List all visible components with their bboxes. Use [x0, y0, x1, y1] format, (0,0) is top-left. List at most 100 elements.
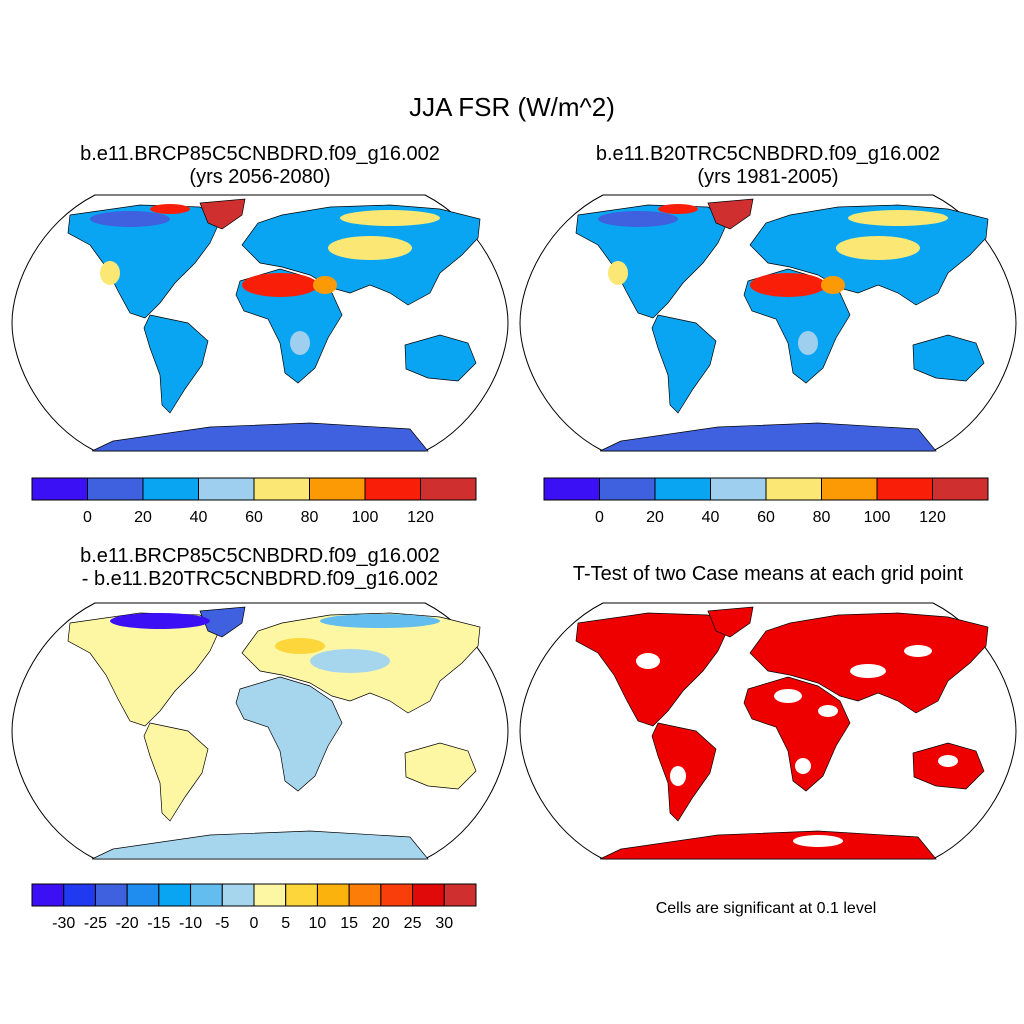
colorbar-difference-swatch	[253, 883, 287, 907]
map-future-arctic-islands	[150, 204, 190, 214]
colorbar-difference-swatch	[380, 883, 414, 907]
map-diff-greenland	[199, 606, 246, 638]
colorbar-difference-tick-label: 25	[404, 915, 422, 932]
map-diff-siberia	[320, 614, 440, 628]
colorbar-difference-swatch	[443, 883, 477, 907]
colorbar-historical-swatch	[599, 477, 656, 501]
map-ttest-africa	[743, 676, 851, 792]
map-future-sahara	[242, 273, 318, 297]
colorbar-difference-swatch	[221, 883, 255, 907]
colorbar-future-swatch	[420, 477, 477, 501]
map-ttest-insignificant-area	[818, 705, 838, 717]
map-diff-samerica	[143, 722, 209, 822]
colorbar-historical-swatch	[765, 477, 822, 501]
map-hist-samerica	[651, 314, 717, 414]
map-ttest-insignificant-area	[850, 664, 886, 678]
map-panel-future	[11, 194, 509, 452]
map-ttest-insignificant-area	[793, 835, 843, 847]
map-diff-antarctica	[91, 830, 429, 860]
map-future-greenland	[199, 198, 246, 230]
colorbar-historical-tick-label: 40	[702, 509, 720, 526]
colorbar-future-tick-label: 100	[352, 509, 379, 526]
colorbar-historical-tick-label: 100	[864, 509, 891, 526]
panel-1-title: b.e11.BRCP85C5CNBDRD.f09_g16.002 (yrs 20…	[10, 143, 510, 189]
colorbar-future-tick-label: 20	[134, 509, 152, 526]
colorbar-difference-tick-label: -20	[116, 915, 139, 932]
map-hist-siberia	[848, 210, 948, 226]
colorbar-historical-swatch	[876, 477, 933, 501]
map-hist-arctic-canada	[598, 211, 678, 227]
colorbar-difference-tick-label: -5	[215, 915, 229, 932]
colorbar-difference-tick-label: -30	[52, 915, 75, 932]
colorbar-difference-tick-label: 5	[281, 915, 290, 932]
colorbar-difference-swatch	[31, 883, 65, 907]
colorbar-historical-swatch	[654, 477, 711, 501]
significance-note: Cells are significant at 0.1 level	[655, 900, 877, 917]
panel-3-title-line1: b.e11.BRCP85C5CNBDRD.f09_g16.002	[80, 545, 440, 567]
colorbar-future-tick-label: 60	[245, 509, 263, 526]
colorbar-future-swatch	[364, 477, 421, 501]
colorbar-future: 0 20 40 60 80 100 120	[31, 477, 477, 526]
colorbar-future-swatch	[309, 477, 366, 501]
map-ttest-greenland	[707, 606, 754, 638]
map-diff-europe	[275, 638, 325, 654]
colorbar-historical-swatch	[710, 477, 767, 501]
colorbar-future-swatch	[87, 477, 144, 501]
colorbar-future-tick-label: 80	[301, 509, 319, 526]
colorbar-future-swatch	[142, 477, 199, 501]
colorbar-difference-swatch	[94, 883, 128, 907]
map-future-arctic-canada	[90, 211, 170, 227]
colorbar-historical-tick-label: 120	[919, 509, 946, 526]
colorbar-difference-swatch	[285, 883, 318, 907]
map-ttest-insignificant-area	[904, 645, 932, 657]
map-future-western-us	[100, 261, 120, 285]
colorbar-difference-swatch	[412, 883, 445, 907]
colorbar-difference-swatch	[348, 883, 382, 907]
map-hist-sahara	[750, 273, 826, 297]
map-hist-greenland	[707, 198, 754, 230]
map-hist-western-us	[608, 261, 628, 285]
colorbar-difference-tick-label: -15	[147, 915, 170, 932]
colorbar-future-tick-label: 40	[190, 509, 208, 526]
map-ttest-insignificant-area	[774, 689, 802, 703]
map-hist-arctic-islands	[658, 204, 698, 214]
colorbar-difference-tick-label: -25	[84, 915, 107, 932]
map-future-antarctica	[91, 422, 429, 452]
map-ttest-antarctica	[599, 830, 937, 860]
map-ttest-insignificant-area	[795, 758, 811, 774]
colorbar-difference: -30 -25 -20 -15 -10 -5 0 5 10 15 20 25 30	[31, 883, 477, 932]
map-panel-ttest	[519, 602, 1017, 860]
colorbar-future-swatch	[198, 477, 255, 501]
colorbar-historical-tick-label: 60	[757, 509, 775, 526]
map-future-samerica	[143, 314, 209, 414]
map-hist-kalahari	[798, 331, 818, 355]
map-ttest-insignificant-area	[670, 766, 686, 786]
panel-2-title: b.e11.B20TRC5CNBDRD.f09_g16.002 (yrs 198…	[518, 143, 1018, 189]
colorbar-historical-swatch	[932, 477, 989, 501]
map-hist-antarctica	[599, 422, 937, 452]
map-hist-australia-interior	[928, 348, 968, 368]
colorbar-historical-tick-label: 0	[595, 509, 604, 526]
panel-1-title-line2: (yrs 2056-2080)	[189, 166, 331, 188]
panel-1-title-line1: b.e11.BRCP85C5CNBDRD.f09_g16.002	[80, 143, 440, 165]
map-diff-arctic-canada	[110, 613, 210, 629]
colorbar-historical-tick-label: 20	[646, 509, 664, 526]
main-title: JJA FSR (W/m^2)	[409, 92, 615, 122]
map-diff-australia	[404, 742, 477, 790]
panel-4-title: T-Test of two Case means at each grid po…	[572, 563, 964, 585]
colorbar-difference-tick-label: 0	[250, 915, 259, 932]
map-panel-historical	[519, 194, 1017, 452]
map-hist-arabia	[821, 276, 845, 294]
map-diff-central-asia	[310, 649, 390, 673]
map-ttest-insignificant-area	[938, 755, 958, 767]
colorbar-future-tick-label: 0	[83, 509, 92, 526]
map-future-central-asia	[328, 236, 412, 260]
colorbar-future-tick-label: 120	[407, 509, 434, 526]
colorbar-difference-swatch	[190, 883, 223, 907]
panel-3-title-line2: - b.e11.B20TRC5CNBDRD.f09_g16.002	[81, 568, 439, 590]
map-diff-sahel	[240, 691, 300, 711]
map-future-kalahari	[290, 331, 310, 355]
colorbar-historical-tick-label: 80	[813, 509, 831, 526]
colorbar-difference-tick-label: -10	[179, 915, 202, 932]
panel-2-title-line2: (yrs 1981-2005)	[697, 166, 839, 188]
